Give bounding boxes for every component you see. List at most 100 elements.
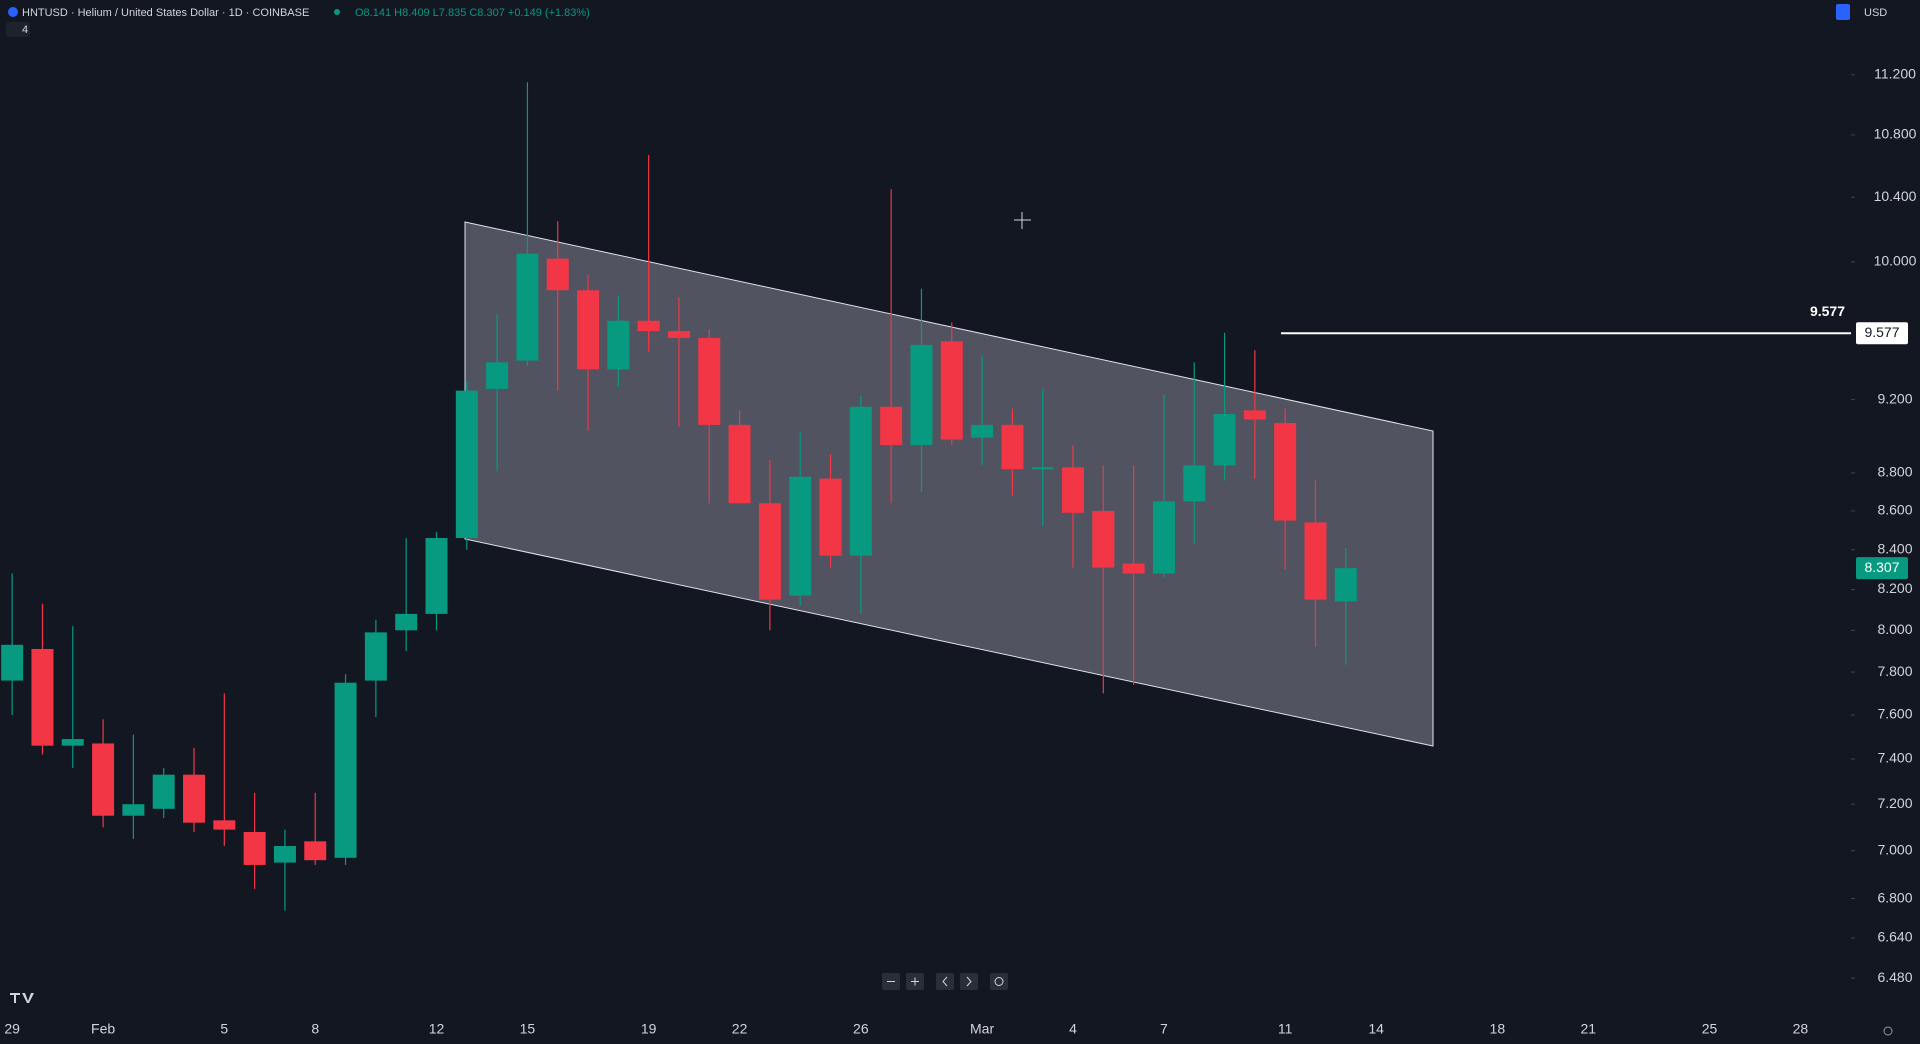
candle-body [152,774,175,809]
candle-body [849,406,872,556]
indicator-toggle[interactable] [6,22,30,37]
candle-body [667,331,690,338]
y-tick-label: 7.800 [1877,663,1912,679]
candle-body [1183,465,1206,502]
candle-body [61,739,84,746]
candle-body [971,424,994,438]
currency-button[interactable]: USD [1864,7,1887,19]
candle-body [1334,568,1357,602]
icon [942,976,948,987]
status-dot [334,9,340,15]
candle-body [486,362,509,389]
x-tick-label: Mar [970,1021,994,1037]
logo [10,993,34,1003]
compare-button[interactable] [1836,4,1850,20]
x-tick-label: 4 [1069,1021,1077,1037]
x-tick-label: 7 [1160,1021,1168,1037]
x-tick-label: 11 [1278,1021,1293,1037]
x-tick-label: 26 [853,1021,869,1037]
candle-body [1274,423,1297,521]
x-tick-label: Feb [91,1021,115,1037]
horizontal-line-tag-label: 9.577 [1864,324,1899,340]
y-tick-label: 10.000 [1874,253,1917,269]
last-price-tag [1856,557,1908,580]
horizontal-line-tag [1856,322,1908,345]
y-tick-label: 11.200 [1874,66,1916,82]
candle-body [1092,510,1115,568]
x-tick-label: 18 [1490,1021,1506,1037]
candle-body [1001,424,1024,470]
x-tick-label: 28 [1793,1021,1809,1037]
candle-body [728,424,751,504]
horizontal-line-label: 9.577 [1810,303,1845,319]
candle-body [455,390,478,539]
y-tick-label: 6.640 [1877,929,1912,945]
candle-body [92,743,115,816]
symbol-icon [8,7,18,17]
indicator-count[interactable]: 4 [22,24,28,36]
x-tick-label: 19 [641,1021,657,1037]
y-tick-label: 7.600 [1877,706,1912,722]
symbol-title[interactable]: HNTUSD · Helium / United States Dollar ·… [22,7,309,19]
candle-body [304,841,327,861]
candle-body [395,613,418,631]
x-tick-label: 12 [429,1021,445,1037]
candle-body [364,632,387,681]
candle-body [516,253,539,361]
candle-body [789,476,812,596]
candle-body [1152,501,1175,574]
y-tick-label: 8.600 [1877,502,1912,518]
x-tick-label: 22 [732,1021,748,1037]
icon [966,976,972,987]
reset-button[interactable] [990,973,1008,990]
y-tick-label: 10.800 [1874,126,1917,142]
y-tick-label: 7.400 [1877,750,1912,766]
candle-body [243,831,266,865]
y-tick-label: 7.000 [1877,841,1912,857]
candle-body [698,337,721,425]
icon [994,977,1004,986]
y-tick-label: 9.200 [1877,390,1912,406]
y-tick-label: 8.000 [1877,621,1912,637]
scroll-right-button[interactable] [960,973,978,990]
y-tick-label: 6.800 [1877,889,1912,905]
candle-body [1243,410,1266,420]
candle-body [31,648,54,746]
candle-body [273,846,296,863]
y-tick-label: 8.800 [1877,464,1912,480]
candle-body [940,341,963,440]
candle-body [910,344,933,446]
nav-buttons [882,973,1008,990]
y-tick-label: 10.400 [1874,188,1917,204]
x-tick-label: 29 [4,1021,20,1037]
candle-body [758,503,781,600]
scroll-left-button[interactable] [936,973,954,990]
candle-body [819,478,842,556]
candle-body [880,406,903,446]
last-price-label: 8.307 [1864,559,1899,575]
x-tick-label: 14 [1368,1021,1384,1037]
x-tick-label: 25 [1702,1021,1718,1037]
candle-body [1031,467,1054,470]
candle-body [183,774,206,823]
candle-body [607,320,630,370]
candle-body [1062,467,1085,513]
y-tick-label: 8.200 [1877,580,1912,596]
ohlc-readout: O8.141 H8.409 L7.835 C8.307 +0.149 (+1.8… [355,7,590,19]
x-tick-label: 5 [220,1021,228,1037]
y-tick-label: 8.400 [1877,540,1912,556]
candle-body [1304,522,1327,600]
candle-body [1,644,24,681]
x-tick-label: 21 [1580,1021,1596,1037]
settings-button[interactable] [1883,1026,1893,1036]
candle-body [122,804,145,816]
candle-body [213,820,236,830]
candle-body [1122,563,1145,574]
candle-body [546,258,569,291]
y-tick-label: 7.200 [1877,795,1912,811]
candle-body [334,682,357,858]
candle-body [637,320,660,332]
x-tick-label: 8 [311,1021,319,1037]
